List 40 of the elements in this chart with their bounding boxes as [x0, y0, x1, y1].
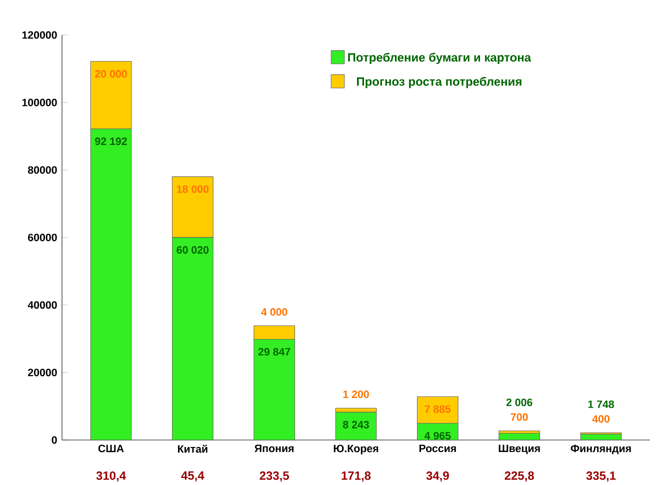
y-tick-label: 80000	[28, 166, 57, 174]
x-tick-label: Швеция	[498, 444, 540, 454]
data-label: 8 243	[342, 420, 369, 428]
data-label: 4 000	[261, 308, 288, 316]
y-tick-label: 100000	[22, 98, 57, 106]
data-label: 1 748	[588, 400, 614, 408]
x-tick-label: США	[98, 444, 124, 452]
x-tick-label: Финляндия	[570, 444, 631, 454]
text: 45,4	[181, 471, 204, 482]
data-label: 2 006	[506, 398, 532, 406]
data-label: 60 020	[176, 246, 209, 254]
data-label: 92 192	[95, 138, 127, 146]
legend-label: Потребление бумаги и картона	[348, 52, 532, 64]
data-label: 700	[510, 413, 528, 421]
data-label: 18 000	[177, 185, 209, 193]
y-tick-label: 20000	[28, 368, 57, 376]
bar	[580, 434, 622, 440]
data-label: 400	[592, 415, 610, 423]
legend-label: Прогноз роста потребления	[357, 76, 522, 88]
bar	[335, 412, 377, 440]
data-label: 1 200	[343, 390, 369, 398]
x-tick-label: Япония	[254, 444, 294, 452]
text: 225,8	[504, 471, 534, 482]
x-tick-label: Китай	[178, 444, 208, 453]
y-tick-label: 60000	[28, 234, 57, 242]
data-label: 4 965	[424, 432, 451, 440]
x-tick-label: Россия	[419, 444, 456, 452]
text: 34,9	[426, 471, 449, 482]
text: 171,8	[342, 471, 371, 482]
x-tick-label: Ю.Корея	[334, 444, 378, 454]
text: 335,1	[586, 471, 616, 482]
y-tick-label: 40000	[28, 301, 57, 309]
y-tick-label: 0	[52, 436, 57, 444]
text: 310,4	[96, 471, 126, 482]
data-label: 7 885	[424, 405, 451, 413]
text: 233,5	[260, 471, 290, 482]
bar	[498, 432, 540, 440]
data-label: 29 847	[258, 348, 290, 356]
y-tick-label: 120000	[22, 31, 57, 39]
data-label: 20 000	[95, 70, 127, 78]
